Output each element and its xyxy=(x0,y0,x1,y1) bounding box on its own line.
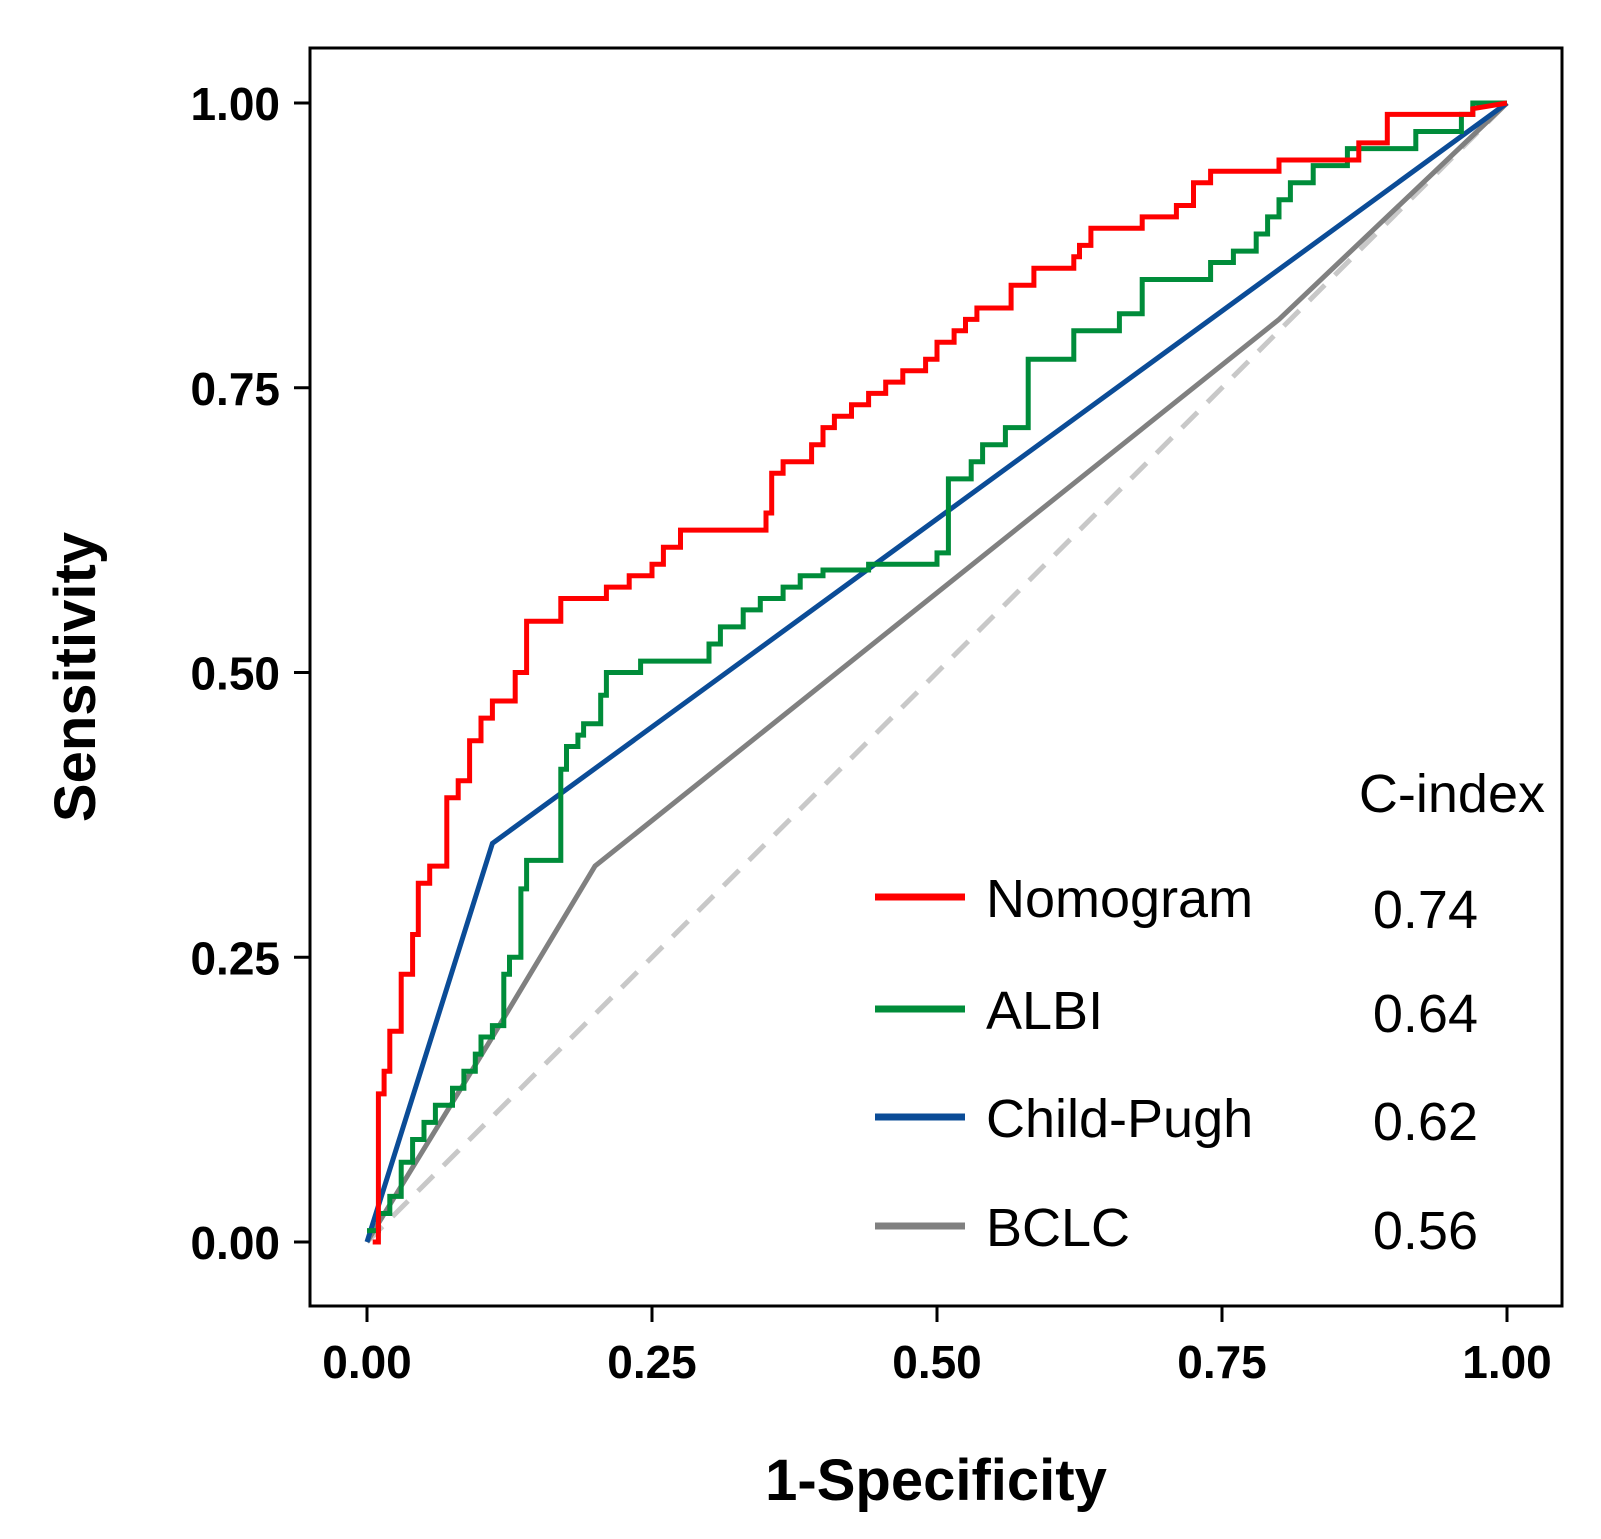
legend-value-nomogram: 0.74 xyxy=(1373,880,1478,940)
y-tick-label: 1.00 xyxy=(190,78,280,130)
legend: C-index Nomogram 0.74 ALBI 0.64 Child-Pu… xyxy=(875,764,1545,1261)
legend-header: C-index xyxy=(1359,764,1545,824)
legend-label-albi: ALBI xyxy=(986,981,1103,1041)
curves-layer xyxy=(364,100,1509,1245)
y-tick-label: 0.25 xyxy=(190,932,280,984)
legend-value-bclc: 0.56 xyxy=(1373,1201,1478,1261)
x-tick-label: 0.00 xyxy=(322,1336,412,1388)
legend-label-nomogram: Nomogram xyxy=(986,869,1253,929)
series-line-albi xyxy=(367,100,1507,1234)
y-tick-label: 0.50 xyxy=(190,648,280,700)
series-line-child-pugh xyxy=(364,100,1509,1243)
legend-label-bclc: BCLC xyxy=(986,1198,1130,1258)
series-line-nomogram xyxy=(372,100,1508,1245)
series-line-reference xyxy=(365,101,1509,1244)
x-tick-label: 0.50 xyxy=(892,1336,982,1388)
y-tick-label: 0.00 xyxy=(190,1217,280,1269)
legend-label-child-pugh: Child-Pugh xyxy=(986,1089,1253,1149)
x-tick-label: 0.75 xyxy=(1177,1336,1267,1388)
x-axis-title: 1-Specificity xyxy=(765,1448,1107,1513)
y-tick-label: 0.75 xyxy=(190,363,280,415)
x-tick-label: 1.00 xyxy=(1462,1336,1552,1388)
ticks-layer: 0.00 0.25 0.50 0.75 1.00 0.00 0.25 0.50 0.75 1.00 xyxy=(190,78,1551,1388)
legend-value-child-pugh: 0.62 xyxy=(1373,1092,1478,1152)
legend-value-albi: 0.64 xyxy=(1373,984,1478,1044)
y-axis-title: Sensitivity xyxy=(43,532,108,822)
x-tick-label: 0.25 xyxy=(607,1336,697,1388)
